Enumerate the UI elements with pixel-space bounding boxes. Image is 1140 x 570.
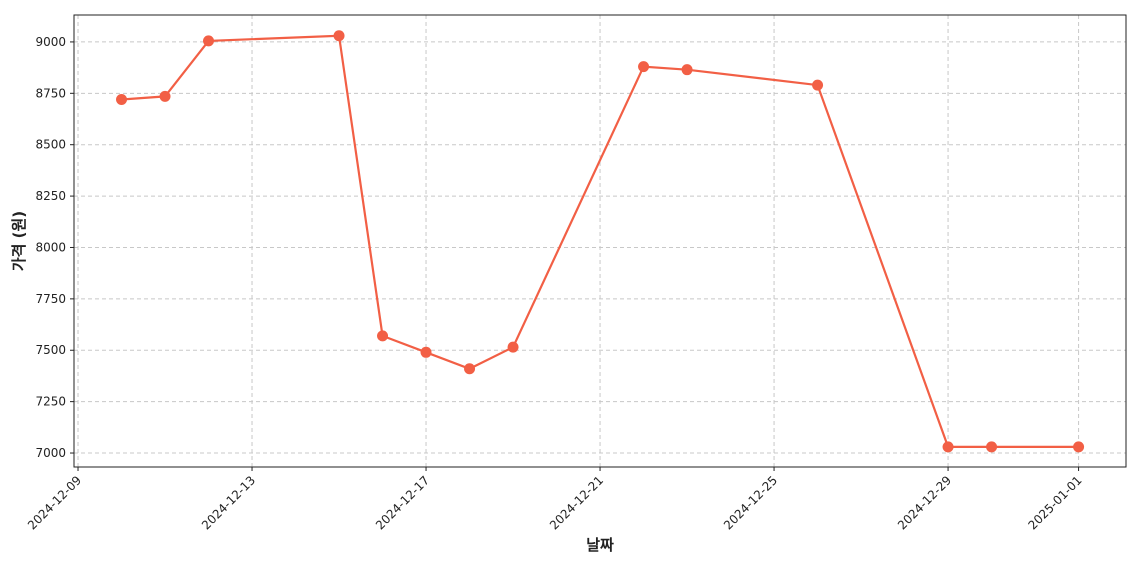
x-tick-label: 2024-12-25 xyxy=(721,473,780,532)
y-tick-label: 8750 xyxy=(35,86,66,100)
y-tick-label: 7250 xyxy=(35,395,66,409)
line xyxy=(121,34,1079,448)
x-tick-label: 2025-01-01 xyxy=(1025,473,1084,532)
point xyxy=(420,346,432,358)
point xyxy=(681,64,693,76)
y-tick-label: 7000 xyxy=(35,446,66,460)
point xyxy=(377,330,389,342)
x-tick-label: 2024-12-17 xyxy=(373,473,432,532)
x-axis-label: 날짜 xyxy=(586,536,614,554)
y-tick-label: 8000 xyxy=(35,240,66,254)
x-tick-label: 2024-12-29 xyxy=(895,473,954,532)
point xyxy=(116,93,128,105)
y-axis-label: 가격 (원) xyxy=(10,211,28,271)
y-tick-label: 7750 xyxy=(35,292,66,306)
point xyxy=(333,30,345,42)
x-tick-label: 2024-12-21 xyxy=(547,473,606,532)
y-tick-label: 8500 xyxy=(35,138,66,152)
point xyxy=(638,61,650,73)
y-tick-label: 9000 xyxy=(35,35,66,49)
point xyxy=(942,441,954,453)
point xyxy=(203,35,215,47)
point xyxy=(986,441,998,453)
plot-frame xyxy=(73,14,1127,468)
x-tick-label: 2024-12-09 xyxy=(25,473,84,532)
point xyxy=(1073,441,1085,453)
point xyxy=(159,90,171,102)
y-tick-label: 7500 xyxy=(35,343,66,357)
y-tick-label: 8250 xyxy=(35,189,66,203)
point xyxy=(507,341,519,353)
point xyxy=(812,79,824,91)
point xyxy=(464,363,476,375)
x-tick-label: 2024-12-13 xyxy=(199,473,258,532)
